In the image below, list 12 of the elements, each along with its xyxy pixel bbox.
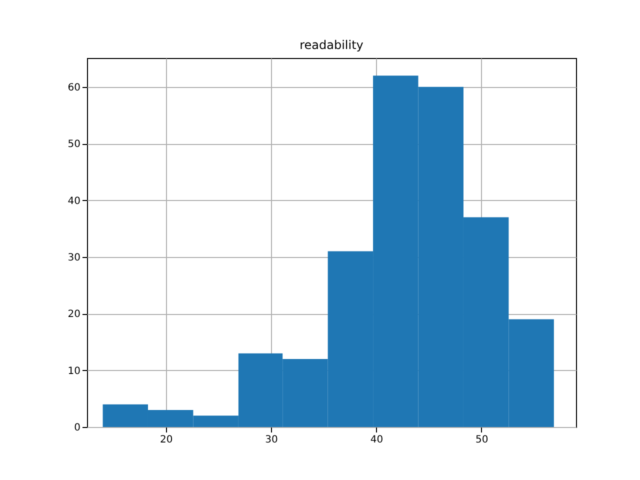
x-tick-label: 40 bbox=[370, 434, 384, 446]
y-tick-label: 10 bbox=[68, 366, 80, 377]
x-tick-label: 50 bbox=[475, 434, 488, 446]
y-tick-label: 20 bbox=[68, 309, 80, 320]
x-tick-label: 20 bbox=[160, 434, 173, 446]
chart-title: readability bbox=[300, 38, 364, 52]
x-tick-label: 30 bbox=[265, 434, 278, 446]
y-tick-label: 50 bbox=[68, 139, 80, 150]
y-tick-label: 0 bbox=[74, 422, 80, 434]
y-tick-label: 30 bbox=[68, 252, 80, 264]
y-tick-label: 60 bbox=[68, 82, 80, 94]
y-tick-label: 40 bbox=[68, 196, 80, 207]
